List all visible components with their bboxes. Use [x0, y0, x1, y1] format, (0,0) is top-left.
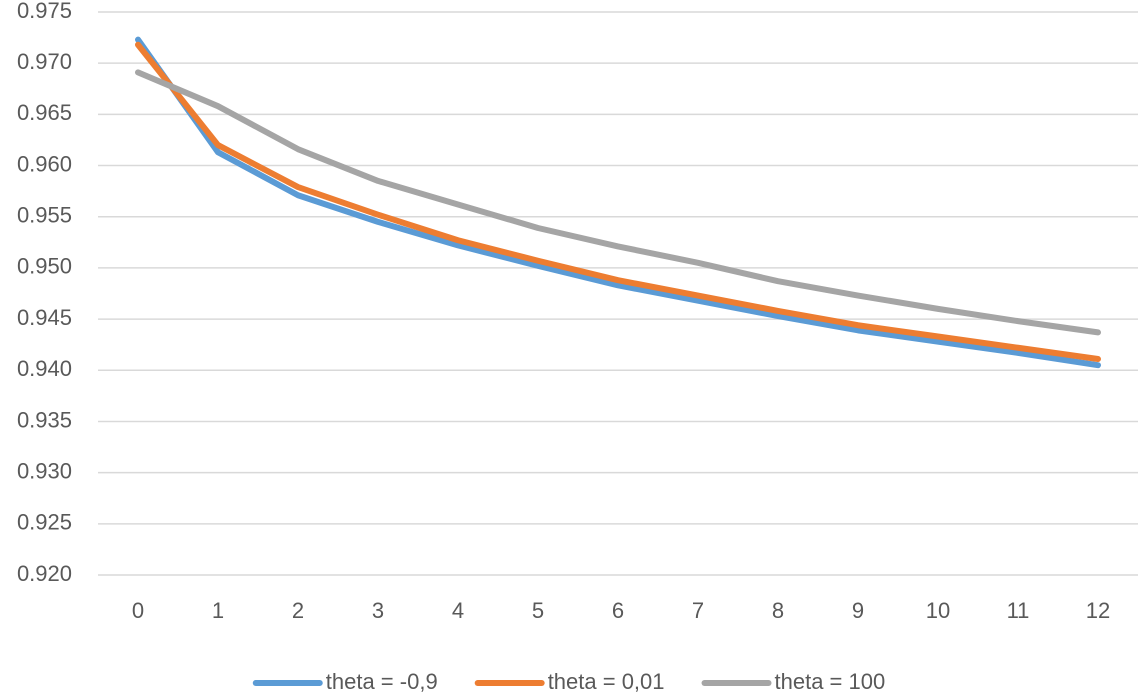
- series-line: [135, 36, 1101, 369]
- y-tick-label: 0.960: [17, 151, 72, 176]
- series-line: [135, 69, 1101, 336]
- y-tick-label: 0.920: [17, 561, 72, 586]
- y-tick-label: 0.965: [17, 100, 72, 125]
- x-tick-label: 1: [212, 598, 224, 623]
- x-tick-label: 4: [452, 598, 464, 623]
- legend: theta = -0,9 theta = 0,01 theta = 100: [252, 669, 886, 694]
- x-tick-label: 5: [532, 598, 544, 623]
- x-tick-label: 3: [372, 598, 384, 623]
- legend-label: theta = -0,9: [326, 669, 438, 694]
- y-tick-label: 0.940: [17, 356, 72, 381]
- x-tick-label: 6: [612, 598, 624, 623]
- x-tick-label: 7: [692, 598, 704, 623]
- y-tick-label: 0.975: [17, 0, 72, 23]
- y-tick-label: 0.925: [17, 510, 72, 535]
- x-tick-label: 8: [772, 598, 784, 623]
- y-tick-label: 0.950: [17, 254, 72, 279]
- legend-label: theta = 100: [775, 669, 886, 694]
- y-tick-label: 0.945: [17, 305, 72, 330]
- y-tick-label: 0.970: [17, 49, 72, 74]
- legend-label: theta = 0,01: [548, 669, 665, 694]
- y-tick-label: 0.930: [17, 458, 72, 483]
- series-line: [135, 41, 1101, 363]
- x-tick-label: 12: [1086, 598, 1110, 623]
- x-tick-label: 9: [852, 598, 864, 623]
- y-tick-label: 0.955: [17, 203, 72, 228]
- x-tick-label: 10: [926, 598, 950, 623]
- y-tick-label: 0.935: [17, 407, 72, 432]
- x-tick-label: 11: [1007, 598, 1030, 623]
- x-tick-label: 0: [132, 598, 144, 623]
- x-tick-label: 2: [292, 598, 304, 623]
